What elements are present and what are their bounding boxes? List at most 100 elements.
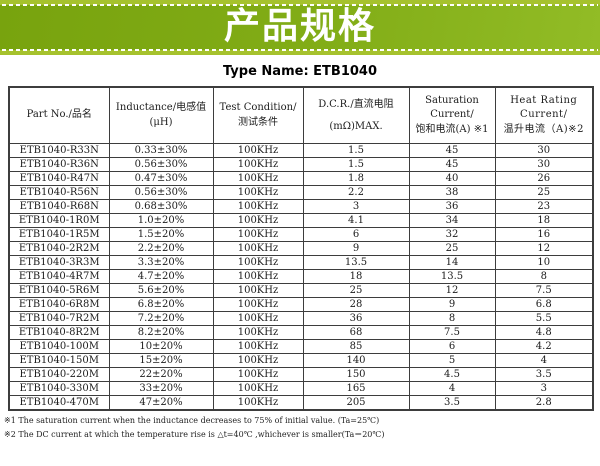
saturation-current-cell: 4.5	[408, 367, 496, 382]
inductance-cell: 5.6±20%	[108, 283, 214, 298]
inductance-cell: 1.5±20%	[108, 227, 214, 242]
dcr-cell: 3	[302, 199, 410, 214]
inductance-cell: 3.3±20%	[108, 255, 214, 270]
table-header: Part No./品名 Inductance/电感值(μH) Test Cond…	[8, 86, 594, 144]
table-row: ETB1040-5R6M 5.6±20% 100KHz 25 12 7.5	[8, 283, 594, 298]
inductance-cell: 22±20%	[108, 367, 214, 382]
heat-rating-current-cell: 3	[494, 381, 594, 396]
heat-rating-current-cell: 7.5	[494, 283, 594, 298]
inductance-cell: 8.2±20%	[108, 325, 214, 340]
part-no-cell: ETB1040-R56N	[8, 185, 110, 200]
part-no-cell: ETB1040-R33N	[8, 143, 110, 158]
dcr-cell: 13.5	[302, 255, 410, 270]
dcr-cell: 9	[302, 241, 410, 256]
part-no-cell: ETB1040-R68N	[8, 199, 110, 214]
heat-rating-current-cell: 23	[494, 199, 594, 214]
table-row: ETB1040-6R8M 6.8±20% 100KHz 28 9 6.8	[8, 297, 594, 312]
header-banner: 产品规格	[0, 0, 600, 55]
dcr-cell: 68	[302, 325, 410, 340]
saturation-current-cell: 13.5	[408, 269, 496, 284]
inductance-cell: 1.0±20%	[108, 213, 214, 228]
footnote-heat-rating: ※2 The DC current at which the temperatu…	[4, 430, 385, 439]
col-header-part-no: Part No./品名	[8, 86, 110, 144]
inductance-cell: 4.7±20%	[108, 269, 214, 284]
table-row: ETB1040-3R3M 3.3±20% 100KHz 13.5 14 10	[8, 255, 594, 270]
inductance-cell: 2.2±20%	[108, 241, 214, 256]
test-condition-cell: 100KHz	[212, 283, 304, 298]
test-condition-cell: 100KHz	[212, 171, 304, 186]
part-no-cell: ETB1040-R47N	[8, 171, 110, 186]
saturation-current-cell: 12	[408, 283, 496, 298]
saturation-current-cell: 45	[408, 157, 496, 172]
inductance-cell: 15±20%	[108, 353, 214, 368]
inductance-cell: 6.8±20%	[108, 297, 214, 312]
saturation-current-cell: 7.5	[408, 325, 496, 340]
table-row: ETB1040-R68N 0.68±30% 100KHz 3 36 23	[8, 199, 594, 214]
table-row: ETB1040-330M 33±20% 100KHz 165 4 3	[8, 381, 594, 396]
inductance-cell: 0.33±30%	[108, 143, 214, 158]
banner-background	[0, 5, 600, 50]
col-header-inductance: Inductance/电感值(μH)	[108, 86, 214, 144]
part-no-cell: ETB1040-7R2M	[8, 311, 110, 326]
saturation-current-cell: 40	[408, 171, 496, 186]
dcr-cell: 6	[302, 227, 410, 242]
dcr-cell: 4.1	[302, 213, 410, 228]
test-condition-cell: 100KHz	[212, 213, 304, 228]
heat-rating-current-cell: 4.2	[494, 339, 594, 354]
test-condition-cell: 100KHz	[212, 255, 304, 270]
banner-dashed-line-top	[2, 4, 598, 6]
test-condition-cell: 100KHz	[212, 199, 304, 214]
dcr-cell: 140	[302, 353, 410, 368]
type-name-label: Type Name: ETB1040	[222, 64, 378, 79]
saturation-current-cell: 14	[408, 255, 496, 270]
heat-rating-current-cell: 8	[494, 269, 594, 284]
table-row: ETB1040-150M 15±20% 100KHz 140 5 4	[8, 353, 594, 368]
header-row: Part No./品名 Inductance/电感值(μH) Test Cond…	[8, 86, 594, 144]
table-row: ETB1040-470M 47±20% 100KHz 205 3.5 2.8	[8, 395, 594, 411]
dcr-cell: 85	[302, 339, 410, 354]
saturation-current-cell: 36	[408, 199, 496, 214]
heat-rating-current-cell: 10	[494, 255, 594, 270]
test-condition-cell: 100KHz	[212, 395, 304, 411]
test-condition-cell: 100KHz	[212, 367, 304, 382]
test-condition-cell: 100KHz	[212, 185, 304, 200]
part-no-cell: ETB1040-470M	[8, 395, 110, 411]
inductance-cell: 0.56±30%	[108, 157, 214, 172]
test-condition-cell: 100KHz	[212, 241, 304, 256]
table-body: ETB1040-R33N 0.33±30% 100KHz 1.5 45 30 ETB1040…	[8, 143, 594, 411]
saturation-current-cell: 38	[408, 185, 496, 200]
table-row: ETB1040-4R7M 4.7±20% 100KHz 18 13.5 8	[8, 269, 594, 284]
table-row: ETB1040-R33N 0.33±30% 100KHz 1.5 45 30	[8, 143, 594, 158]
dcr-cell: 18	[302, 269, 410, 284]
inductance-cell: 10±20%	[108, 339, 214, 354]
saturation-current-cell: 5	[408, 353, 496, 368]
inductance-cell: 0.56±30%	[108, 185, 214, 200]
table-row: ETB1040-1R0M 1.0±20% 100KHz 4.1 34 18	[8, 213, 594, 228]
saturation-current-cell: 6	[408, 339, 496, 354]
part-no-cell: ETB1040-6R8M	[8, 297, 110, 312]
footnote-saturation: ※1 The saturation current when the induc…	[4, 416, 380, 425]
table-row: ETB1040-220M 22±20% 100KHz 150 4.5 3.5	[8, 367, 594, 382]
heat-rating-current-cell: 26	[494, 171, 594, 186]
heat-rating-current-cell: 12	[494, 241, 594, 256]
heat-rating-current-cell: 6.8	[494, 297, 594, 312]
part-no-cell: ETB1040-1R0M	[8, 213, 110, 228]
part-no-cell: ETB1040-8R2M	[8, 325, 110, 340]
dcr-cell: 205	[302, 395, 410, 411]
dcr-cell: 1.5	[302, 157, 410, 172]
saturation-current-cell: 8	[408, 311, 496, 326]
col-header-heat-rating-current: Heat Rating Current/ 温升电流（A)※2	[494, 86, 594, 144]
heat-rating-current-cell: 4.8	[494, 325, 594, 340]
part-no-cell: ETB1040-1R5M	[8, 227, 110, 242]
col-header-dcr: D.C.R./直流电阻 (mΩ)MAX.	[302, 86, 410, 144]
heat-rating-current-cell: 3.5	[494, 367, 594, 382]
inductance-cell: 0.68±30%	[108, 199, 214, 214]
dcr-cell: 2.2	[302, 185, 410, 200]
test-condition-cell: 100KHz	[212, 269, 304, 284]
saturation-current-cell: 4	[408, 381, 496, 396]
part-no-cell: ETB1040-100M	[8, 339, 110, 354]
saturation-current-cell: 9	[408, 297, 496, 312]
heat-rating-current-cell: 5.5	[494, 311, 594, 326]
test-condition-cell: 100KHz	[212, 157, 304, 172]
dcr-cell: 36	[302, 311, 410, 326]
